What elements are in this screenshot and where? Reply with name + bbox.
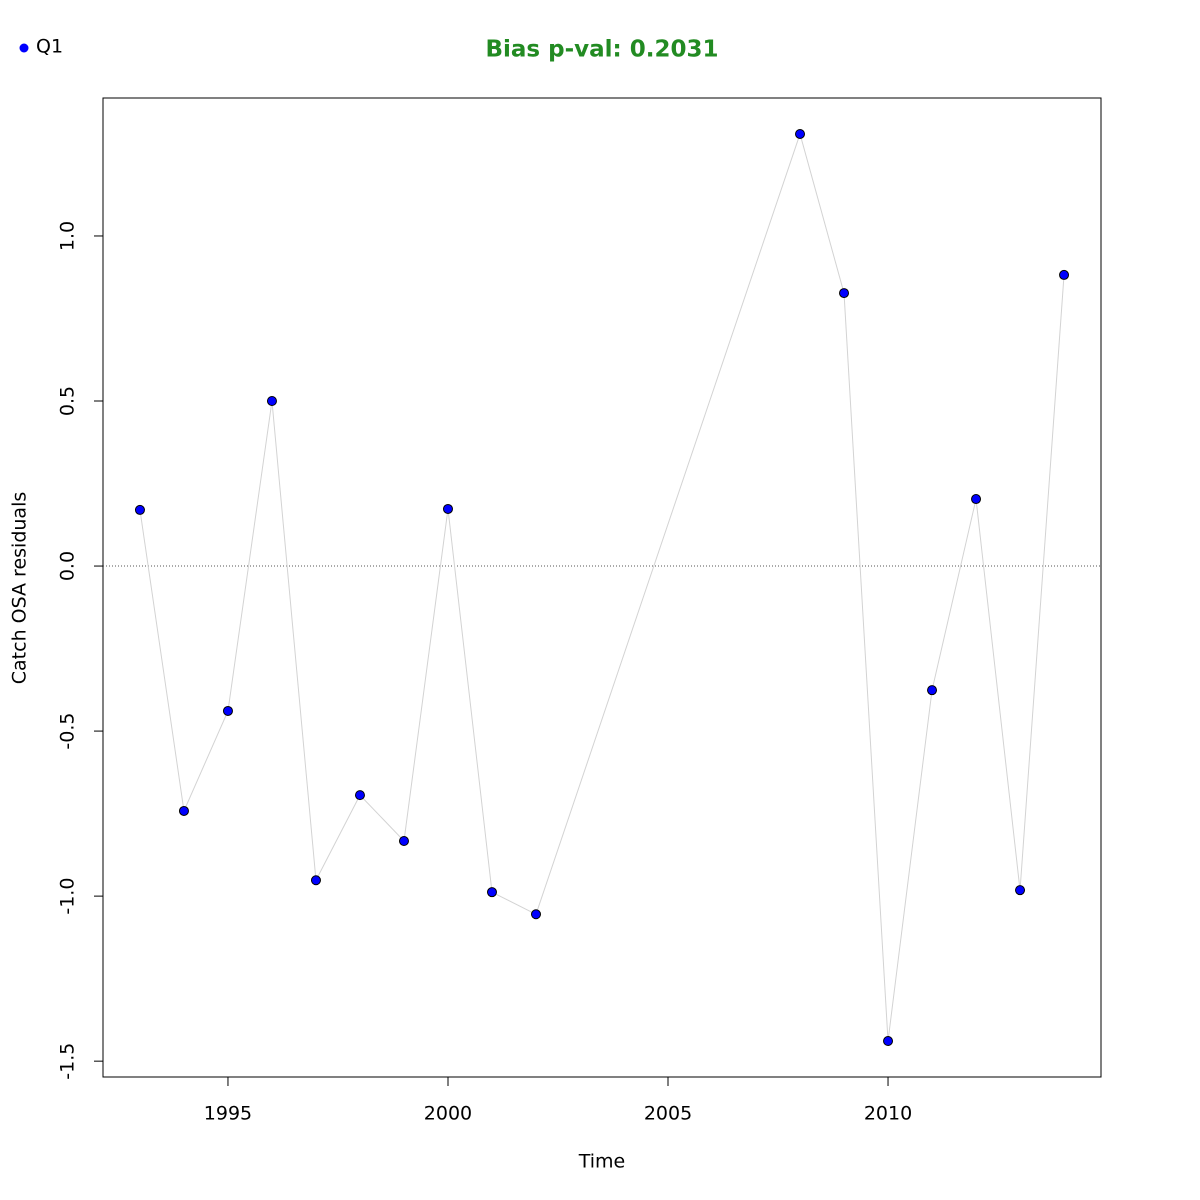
y-tick-label: 1.0 — [57, 221, 79, 251]
data-point — [839, 288, 850, 299]
data-point — [398, 835, 409, 846]
series-line — [139, 132, 1065, 1042]
data-point — [530, 909, 541, 920]
y-axis-label: Catch OSA residuals — [9, 492, 31, 684]
x-tick-label: 2010 — [864, 1103, 912, 1125]
data-point — [795, 128, 806, 139]
x-tick-label: 2005 — [644, 1103, 692, 1125]
y-tick-label: 0.0 — [57, 551, 79, 581]
data-point — [178, 805, 189, 816]
legend-marker — [19, 43, 29, 53]
data-point — [266, 396, 277, 407]
y-tick-label: 0.5 — [57, 386, 79, 416]
data-point — [442, 503, 453, 514]
y-tick-label: -1.0 — [57, 878, 79, 915]
data-point — [134, 504, 145, 515]
data-point — [222, 705, 233, 716]
data-point — [971, 494, 982, 505]
data-point — [1059, 269, 1070, 280]
data-point — [354, 790, 365, 801]
y-tick-label: -0.5 — [57, 713, 79, 750]
data-point — [486, 887, 497, 898]
x-axis-label: Time — [578, 1151, 626, 1173]
data-point — [310, 875, 321, 886]
data-point — [927, 685, 938, 696]
data-point — [883, 1036, 894, 1047]
y-tick-label: -1.5 — [57, 1043, 79, 1080]
x-tick-label: 1995 — [204, 1103, 252, 1125]
plot-frame — [102, 97, 1102, 1078]
x-tick-label: 2000 — [424, 1103, 472, 1125]
legend-label: Q1 — [36, 36, 63, 58]
data-point — [1015, 885, 1026, 896]
chart-title: Bias p-val: 0.2031 — [486, 37, 719, 63]
